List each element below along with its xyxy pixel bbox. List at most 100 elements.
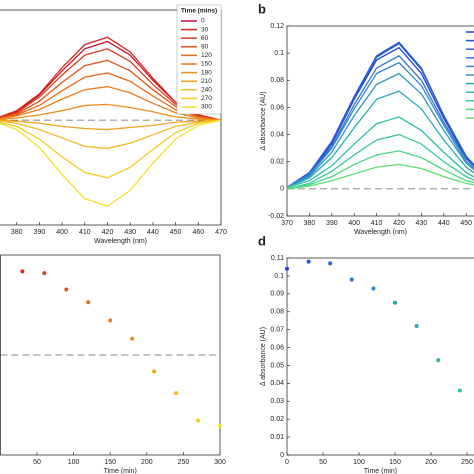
x-tick-label: 380 [304, 220, 316, 227]
legend-label: 240 [201, 87, 212, 94]
data-point [285, 266, 289, 271]
legend-label: 0 [201, 18, 205, 25]
x-tick-label: 460 [192, 229, 204, 236]
x-tick-label: 0 [285, 459, 289, 466]
legend-label: 120 [201, 52, 212, 59]
data-point [371, 286, 376, 291]
plot-frame [286, 257, 474, 456]
y-tick-label: 0 [280, 452, 284, 459]
y-tick-label: 0.04 [270, 131, 284, 138]
x-axis-label: Wavelength (nm) [354, 229, 407, 236]
legend-label: 300 [201, 104, 212, 111]
data-point [436, 358, 441, 363]
data-point [42, 271, 47, 276]
y-tick-label: -0.02 [268, 213, 284, 220]
data-point [328, 261, 333, 266]
x-tick-label: 250 [461, 459, 473, 466]
y-tick-label: 0.08 [270, 77, 284, 84]
x-tick-label: 420 [393, 220, 405, 227]
spectrum-line [286, 90, 474, 189]
y-tick-label: 0.06 [270, 104, 284, 111]
data-point [349, 277, 354, 282]
y-tick-label: 0.02 [270, 159, 284, 166]
y-tick-label: 0.01 [270, 434, 284, 441]
x-tick-label: 150 [104, 459, 116, 466]
x-tick-label: 50 [33, 459, 41, 466]
x-axis-label: Time (min) [104, 468, 137, 474]
panel-label: b [258, 1, 266, 16]
x-tick-label: 450 [170, 229, 182, 236]
x-tick-label: 390 [34, 229, 46, 236]
y-tick-label: 0.07 [270, 326, 284, 333]
data-point [196, 418, 201, 423]
y-tick-label: 0.04 [270, 380, 284, 387]
y-axis-label: Δ absorbance (AU) [260, 327, 267, 386]
legend-label: 150 [201, 61, 212, 68]
spectrum-line [0, 85, 222, 121]
x-tick-label: 200 [141, 459, 153, 466]
legend-label: 180 [201, 69, 212, 76]
y-axis-label: Δ absorbance (AU) [260, 91, 267, 150]
x-tick-label: 400 [348, 220, 360, 227]
y-tick-label: 0.02 [270, 416, 284, 423]
legend-label: 90 [201, 44, 209, 51]
legend-label: 30 [201, 26, 209, 33]
data-point [20, 269, 25, 274]
x-tick-label: 200 [425, 459, 437, 466]
y-tick-label: 0.06 [270, 344, 284, 351]
x-tick-label: 100 [68, 459, 80, 466]
y-tick-label: 0.1 [274, 50, 284, 57]
data-point [218, 423, 222, 428]
x-tick-label: 400 [56, 229, 68, 236]
y-tick-label: 0.09 [270, 291, 284, 298]
legend-label: 60 [201, 35, 209, 42]
data-point [306, 259, 311, 264]
data-point [86, 300, 91, 305]
spectrum-line [0, 119, 222, 179]
legend-label: 210 [201, 78, 212, 85]
x-axis-label: Wavelength (nm) [94, 238, 147, 245]
plot-frame [0, 254, 221, 456]
x-tick-label: 440 [147, 229, 159, 236]
data-point [414, 324, 419, 329]
y-tick-label: 0.05 [270, 362, 284, 369]
x-tick-label: 370 [281, 220, 293, 227]
x-tick-label: 470 [215, 229, 227, 236]
x-tick-label: 410 [371, 220, 383, 227]
data-point [130, 336, 135, 341]
x-tick-label: 50 [319, 459, 327, 466]
y-tick-label: 0.12 [270, 23, 284, 30]
spectrum-line [0, 119, 222, 131]
spectrum-line [0, 103, 222, 121]
data-point [64, 287, 69, 292]
x-axis-label: Time (min) [364, 468, 397, 474]
x-tick-label: 450 [460, 220, 472, 227]
x-tick-label: 430 [124, 229, 136, 236]
data-point [152, 369, 157, 374]
y-tick-label: 0 [280, 186, 284, 193]
x-tick-label: 100 [353, 459, 365, 466]
legend-box [176, 4, 222, 115]
x-tick-label: 440 [438, 220, 450, 227]
x-tick-label: 300 [214, 459, 226, 466]
x-tick-label: 390 [326, 220, 338, 227]
legend-title: Time (mins) [181, 8, 217, 15]
y-tick-label: 0.1 [274, 273, 284, 280]
data-point [457, 388, 462, 393]
legend-label: 270 [201, 95, 212, 102]
y-tick-label: 0.03 [270, 398, 284, 405]
spectrum-line [0, 119, 222, 150]
x-tick-label: 430 [416, 220, 428, 227]
x-tick-label: 250 [178, 459, 190, 466]
spectrum-line [0, 119, 222, 207]
x-tick-label: 410 [79, 229, 91, 236]
x-tick-label: 380 [11, 229, 23, 236]
y-tick-label: 0.11 [271, 255, 284, 262]
x-tick-label: 420 [102, 229, 114, 236]
data-point [108, 318, 113, 323]
data-point [174, 391, 179, 396]
data-point [393, 300, 397, 305]
x-tick-label: 150 [389, 459, 401, 466]
y-tick-label: 0.08 [270, 309, 284, 316]
